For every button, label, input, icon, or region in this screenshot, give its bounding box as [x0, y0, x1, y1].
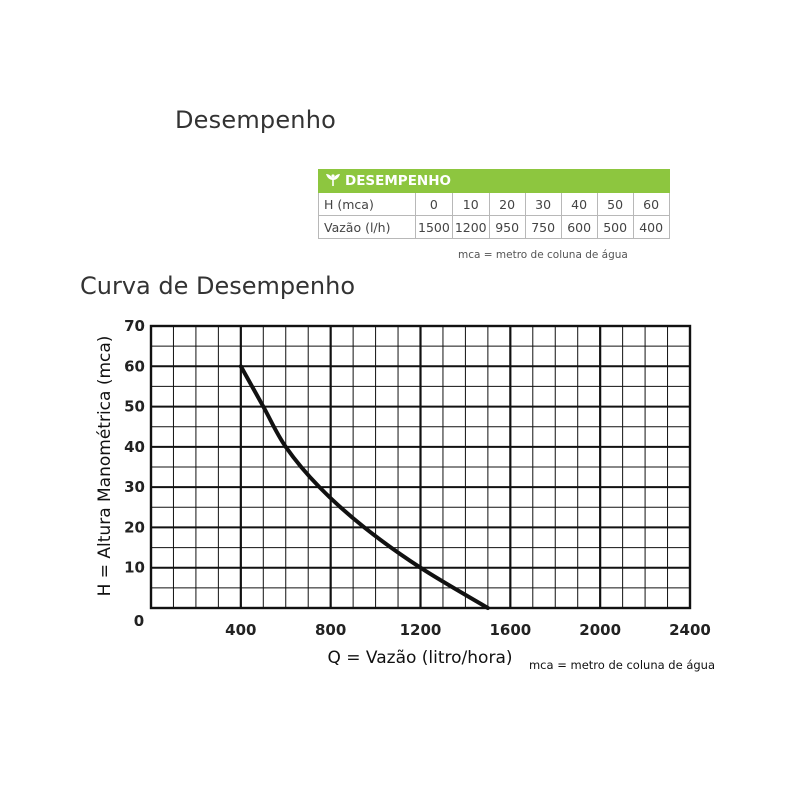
- chart-frame: [149, 324, 692, 610]
- table-cell: 10: [451, 192, 490, 216]
- table-cell: 0: [415, 192, 453, 216]
- chart-title: Curva de Desempenho: [80, 272, 356, 300]
- y-tick-label: 60: [124, 357, 145, 375]
- table-cell: 20: [488, 192, 526, 216]
- x-tick-label: 1600: [489, 621, 531, 639]
- y-tick-label: 10: [124, 559, 145, 577]
- y-tick-label: 50: [124, 398, 145, 416]
- x-tick-label: 2400: [669, 621, 711, 639]
- section-title: Desempenho: [175, 106, 336, 134]
- x-tick-label: 800: [315, 621, 346, 639]
- table-note: mca = metro de coluna de água: [458, 249, 628, 261]
- row-label: Vazão (l/h): [318, 215, 416, 239]
- chart-note: mca = metro de coluna de água: [529, 658, 715, 672]
- performance-table: DESEMPENHO H (mca) 0 10 20 30 40 50 60 V…: [318, 169, 670, 239]
- curve-group: [238, 364, 490, 610]
- plot-frame: [149, 324, 692, 610]
- y-axis-label: H = Altura Manométrica (mca): [95, 336, 115, 597]
- y-tick-label: 20: [124, 518, 145, 536]
- table-title: DESEMPENHO: [345, 173, 451, 189]
- x-tick-label: 400: [225, 621, 256, 639]
- y-tick-label: 40: [124, 438, 145, 456]
- table-cell: 400: [632, 215, 670, 239]
- tick-labels: 400 800 1200 1600 2000 2400 10 20 30 40 50 60 70 0: [124, 317, 711, 639]
- origin-tick-label: 0: [134, 612, 144, 630]
- table-cell: 1500: [415, 215, 453, 239]
- chart-grid: [151, 326, 690, 608]
- x-tick-label: 2000: [579, 621, 621, 639]
- table-row: Vazão (l/h) 1500 1200 950 750 600 500 40…: [318, 215, 670, 239]
- y-tick-label: 30: [124, 478, 145, 496]
- leaf-icon: [326, 174, 340, 187]
- table-cell: 60: [632, 192, 670, 216]
- table-cell: 950: [488, 215, 526, 239]
- x-axis-label: Q = Vazão (litro/hora): [327, 648, 512, 668]
- table-cell: 600: [560, 215, 598, 239]
- performance-curve: [238, 364, 490, 610]
- x-tick-label: 1200: [400, 621, 442, 639]
- table-cell: 750: [524, 215, 562, 239]
- table-cell: 500: [596, 215, 634, 239]
- y-tick-label: 70: [124, 317, 145, 335]
